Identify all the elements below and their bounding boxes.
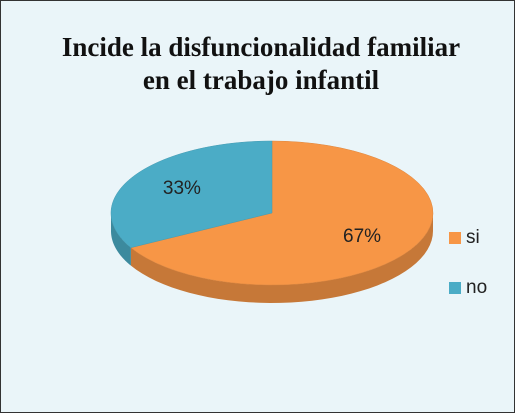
legend-label: si (466, 227, 480, 248)
slice-side (111, 213, 131, 266)
data-label: 33% (163, 178, 201, 199)
legend-swatch (449, 232, 461, 244)
slice (110, 140, 273, 248)
data-label: 67% (343, 226, 381, 247)
slice (130, 140, 434, 286)
legend-label: no (466, 277, 487, 298)
legend-swatch (449, 282, 461, 294)
slice-side (130, 213, 434, 303)
chart-title: Incide la disfuncionalidad familiar en e… (61, 32, 461, 95)
